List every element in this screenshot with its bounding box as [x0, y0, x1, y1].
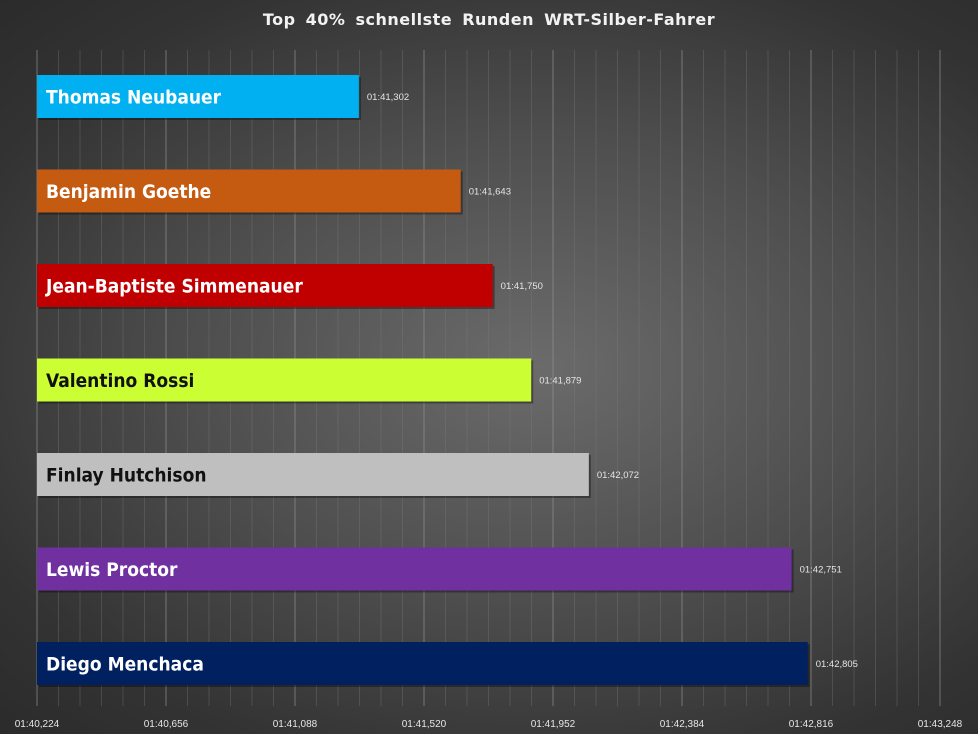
bar-label: Thomas Neubauer: [46, 87, 222, 109]
bar-group: Jean-Baptiste Simmenauer 01:41,750: [37, 264, 543, 309]
bar-group: Benjamin Goethe 01:41,643: [37, 169, 511, 215]
bar: [37, 642, 808, 685]
bar-group: Diego Menchaca 01:42,805: [37, 642, 858, 687]
x-tick-label: 01:43,248: [918, 719, 963, 730]
bar-label: Jean-Baptiste Simmenauer: [45, 276, 303, 298]
bar-value-label: 01:42,751: [800, 565, 842, 576]
bar-value-label: 01:41,643: [469, 187, 511, 198]
bar-label: Benjamin Goethe: [46, 181, 211, 203]
bar: [37, 547, 792, 591]
bar-label: Finlay Hutchison: [46, 465, 207, 487]
bar-label: Lewis Proctor: [46, 559, 178, 581]
x-tick-label: 01:41,520: [402, 719, 447, 730]
bar-label: Valentino Rossi: [46, 370, 194, 392]
x-tick-label: 01:42,384: [660, 719, 705, 730]
bar-value-label: 01:42,805: [816, 659, 858, 670]
x-tick-label: 01:41,952: [531, 719, 576, 730]
bar: [37, 169, 461, 213]
bar-label: Diego Menchaca: [46, 654, 204, 676]
bar-group: Finlay Hutchison 01:42,072: [37, 453, 639, 498]
bar-value-label: 01:41,879: [539, 376, 581, 387]
bar: [37, 264, 493, 307]
x-tick-label: 01:41,088: [273, 719, 318, 730]
bars: Thomas Neubauer 01:41,302 Benjamin Goethe 0…: [37, 75, 858, 687]
bar: [37, 453, 589, 496]
bar: [37, 358, 532, 402]
bar-value-label: 01:42,072: [597, 470, 639, 481]
x-tick-label: 01:40,656: [144, 719, 189, 730]
bar: [37, 75, 359, 118]
x-tick-label: 01:40,224: [15, 719, 60, 730]
bar-group: Valentino Rossi 01:41,879: [37, 358, 581, 404]
chart-title: Top 40% schnellste Runden WRT-Silber-Fah…: [262, 10, 716, 29]
bar-value-label: 01:41,302: [367, 92, 409, 103]
bar-value-label: 01:41,750: [501, 281, 543, 292]
x-tick-label: 01:42,816: [789, 719, 834, 730]
bar-group: Thomas Neubauer 01:41,302: [37, 75, 409, 120]
bar-group: Lewis Proctor 01:42,751: [37, 547, 842, 593]
x-axis-ticks: 01:40,224 01:40,656 01:41,088 01:41,520 01:4…: [15, 719, 963, 730]
